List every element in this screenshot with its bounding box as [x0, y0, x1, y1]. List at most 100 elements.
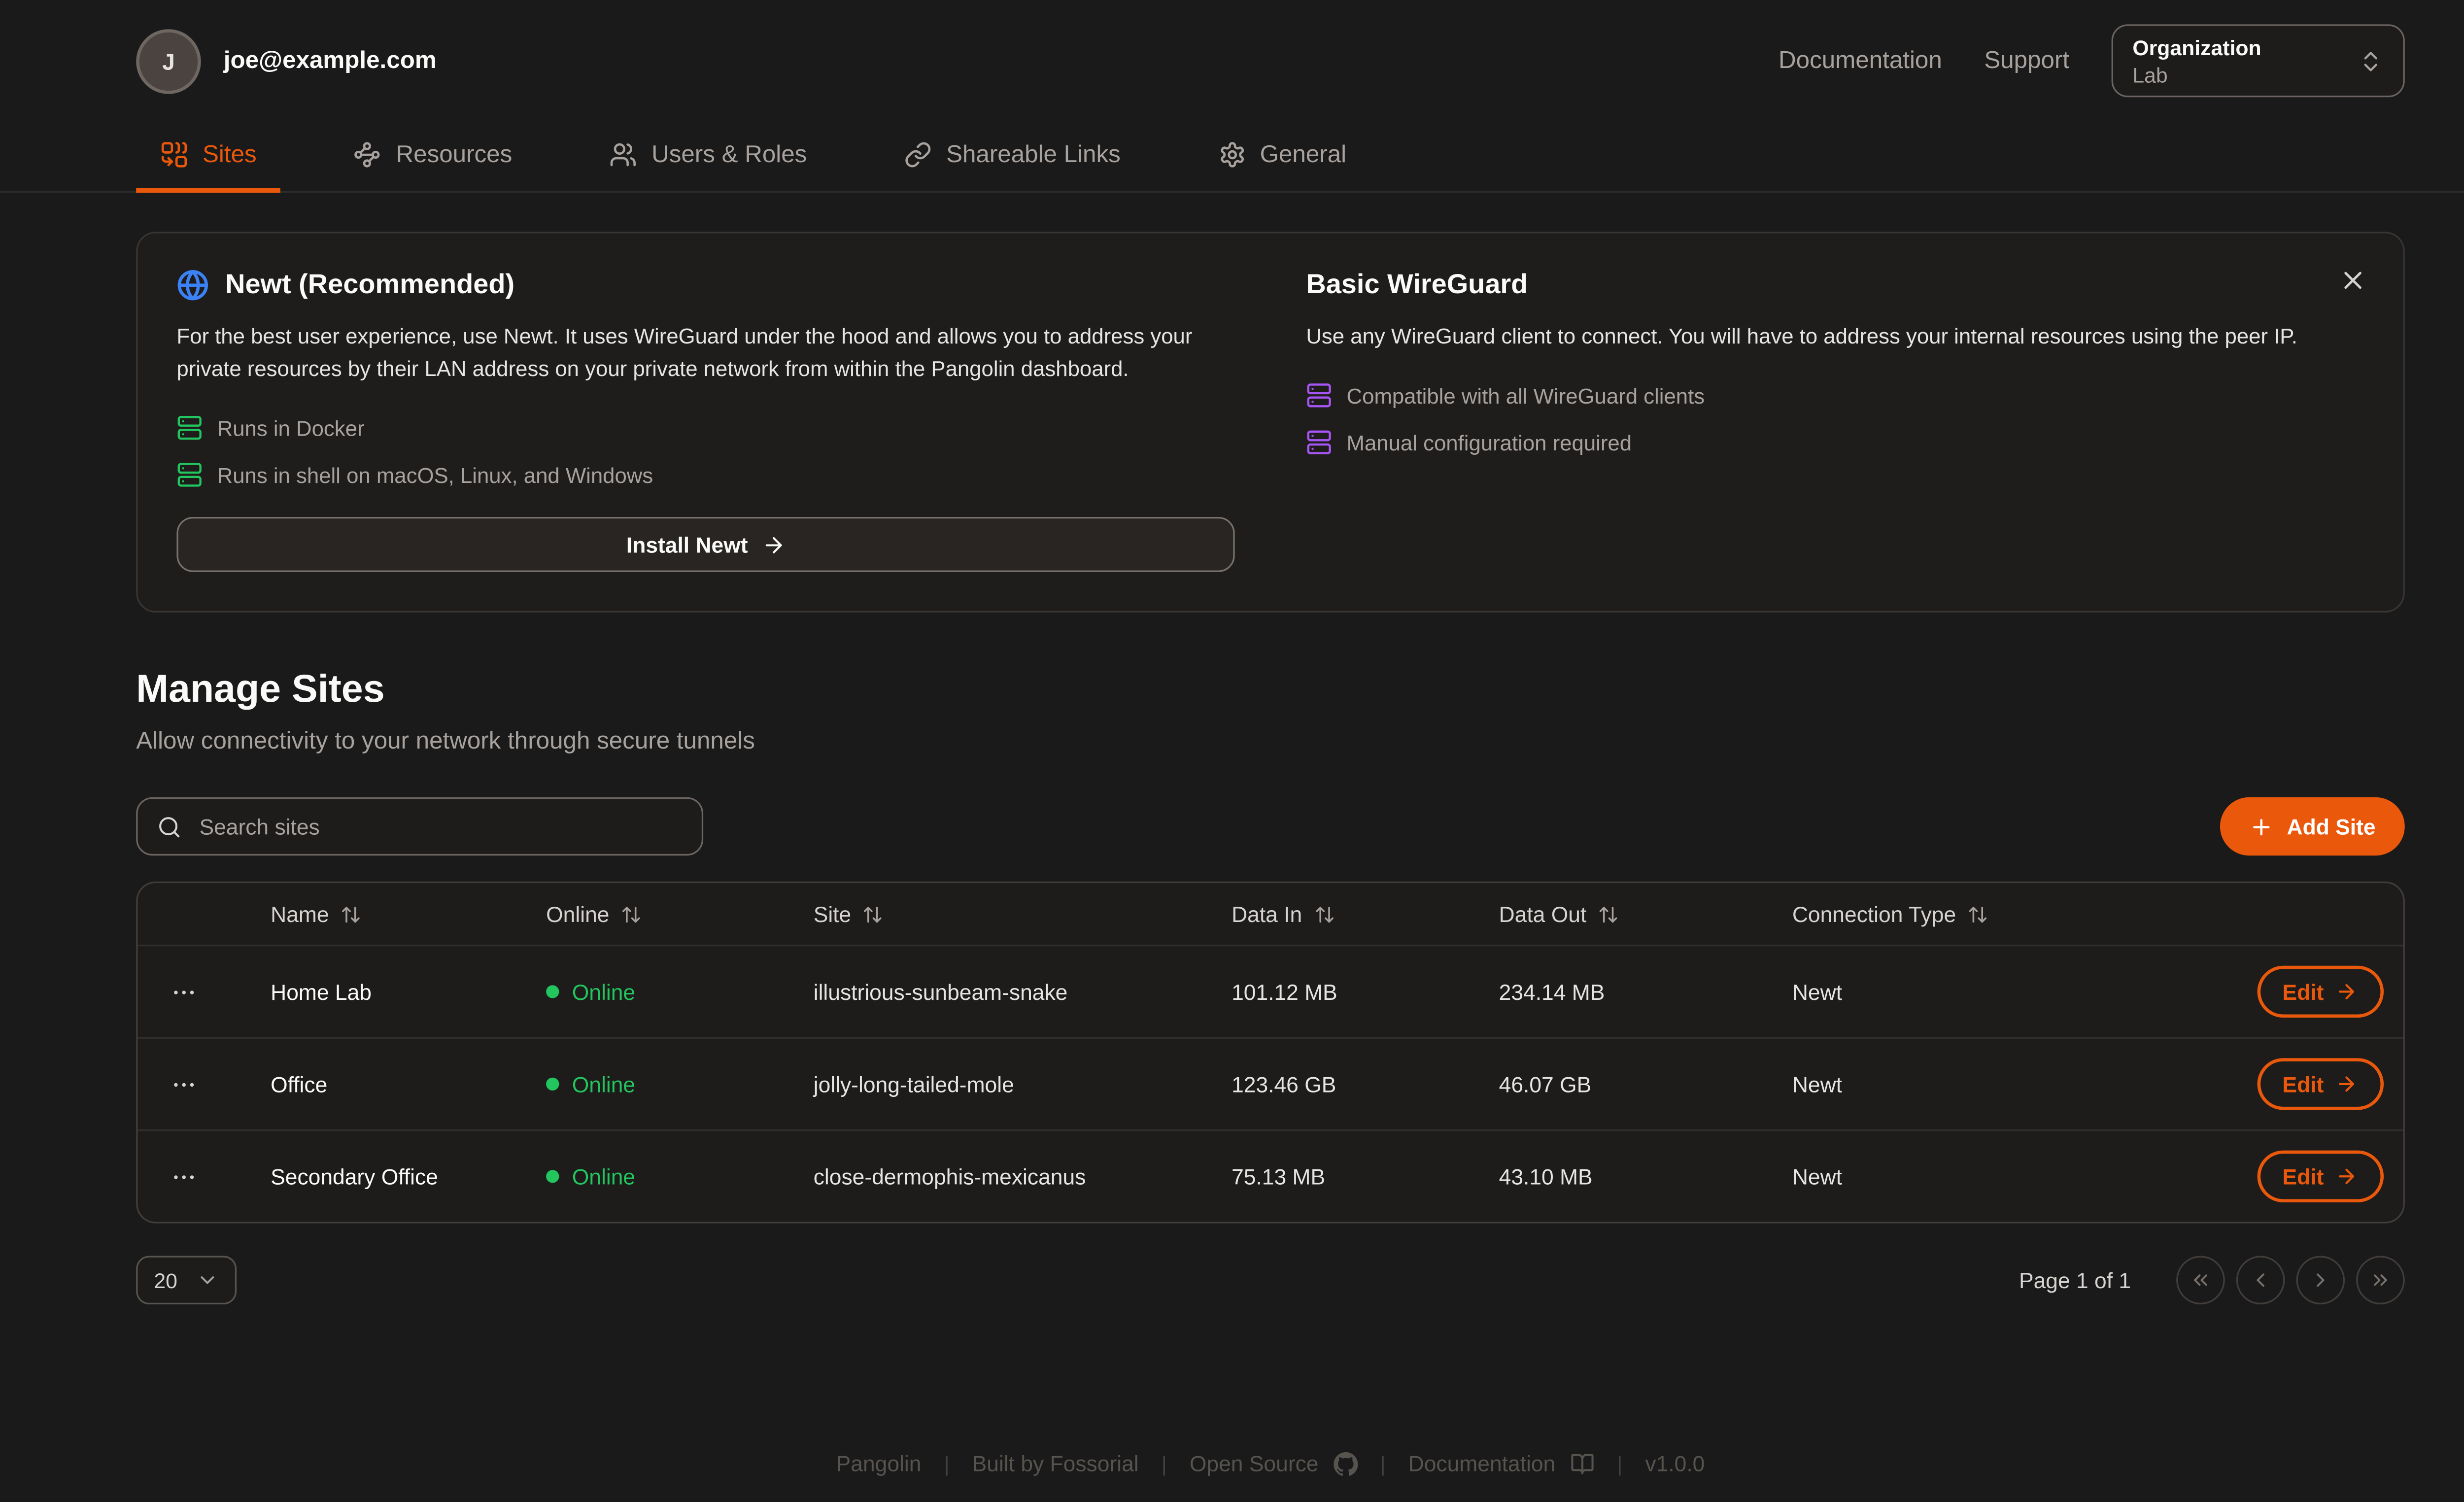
page-size-select[interactable]: 20	[136, 1256, 237, 1305]
wireguard-feature-label: Manual configuration required	[1346, 430, 1632, 455]
newt-feature: Runs in Docker	[176, 409, 1234, 447]
tab-users-roles[interactable]: Users & Roles	[585, 138, 831, 192]
newt-option: Newt (Recommended) For the best user exp…	[176, 269, 1235, 572]
sort-icon	[341, 903, 362, 924]
sort-icon	[862, 903, 884, 924]
avatar-initial: J	[162, 48, 175, 74]
page-title: Manage Sites	[136, 667, 385, 712]
column-header-site[interactable]: Site	[771, 902, 1189, 926]
waypoints-icon	[354, 141, 381, 169]
page-subtitle: Allow connectivity to your network throu…	[136, 727, 755, 755]
github-icon	[1333, 1452, 1358, 1476]
sites-combine-icon	[161, 141, 188, 169]
table-header-row: Name Online Site Data In Data Out	[137, 883, 2403, 947]
column-header-data-in[interactable]: Data In	[1190, 902, 1457, 926]
site-data-in: 101.12 MB	[1232, 979, 1337, 1004]
tab-sites-label: Sites	[203, 141, 257, 169]
user-email: joe@example.com	[223, 47, 437, 75]
site-name: Office	[271, 1072, 328, 1096]
footer-version: v1.0.0	[1645, 1452, 1705, 1476]
wireguard-description: Use any WireGuard client to connect. You…	[1306, 324, 2297, 348]
newt-title: Newt (Recommended)	[225, 269, 515, 300]
newt-feature: Runs in shell on macOS, Linux, and Windo…	[176, 455, 1234, 494]
chevrons-left-icon	[2189, 1269, 2212, 1292]
first-page-button[interactable]	[2176, 1256, 2225, 1305]
site-slug: illustrious-sunbeam-snake	[813, 979, 1068, 1004]
newt-feature-label: Runs in Docker	[217, 415, 365, 440]
tab-resources-label: Resources	[396, 141, 513, 169]
install-newt-button[interactable]: Install Newt	[176, 516, 1235, 572]
last-page-button[interactable]	[2356, 1256, 2405, 1305]
search-box[interactable]	[136, 797, 704, 856]
install-newt-label: Install Newt	[626, 532, 748, 557]
table-row: Office Online jolly-long-tailed-mole 123…	[137, 1039, 2403, 1131]
chevron-down-icon	[196, 1269, 219, 1292]
organization-picker-value: Lab	[2132, 62, 2168, 87]
table-row: Home Lab Online illustrious-sunbeam-snak…	[137, 946, 2403, 1039]
wireguard-feature-label: Compatible with all WireGuard clients	[1346, 383, 1705, 408]
tab-sites[interactable]: Sites	[136, 138, 282, 193]
edit-site-button[interactable]: Edit	[2256, 1150, 2384, 1202]
add-site-label: Add Site	[2287, 814, 2376, 839]
site-status: Online	[504, 1072, 772, 1096]
row-menu-ellipsis-icon[interactable]	[138, 978, 229, 1005]
site-slug: close-dermophis-mexicanus	[813, 1164, 1086, 1189]
link-icon	[904, 141, 932, 169]
online-dot	[546, 1077, 559, 1091]
add-site-button[interactable]: Add Site	[2220, 797, 2405, 856]
chevrons-up-down-icon	[2358, 48, 2384, 74]
tab-shareable-links[interactable]: Shareable Links	[880, 138, 1145, 192]
sort-icon	[1598, 903, 1619, 924]
search-icon	[157, 814, 181, 838]
column-header-data-out[interactable]: Data Out	[1457, 902, 1750, 926]
previous-page-button[interactable]	[2236, 1256, 2285, 1305]
globe-icon	[176, 269, 209, 302]
tab-users-roles-label: Users & Roles	[651, 141, 807, 169]
page-size-value: 20	[154, 1268, 177, 1293]
close-icon[interactable]	[2332, 259, 2374, 301]
tab-general[interactable]: General	[1194, 138, 1371, 192]
tab-resources[interactable]: Resources	[330, 138, 537, 192]
site-connection-type: Newt	[1792, 1072, 1842, 1096]
plus-icon	[2250, 814, 2274, 838]
nav-documentation-link[interactable]: Documentation	[1779, 47, 1942, 75]
edit-site-button[interactable]: Edit	[2256, 1058, 2384, 1110]
footer-documentation-link[interactable]: Documentation	[1408, 1452, 1595, 1476]
edit-site-button[interactable]: Edit	[2256, 965, 2384, 1018]
row-menu-ellipsis-icon[interactable]	[138, 1162, 229, 1190]
wireguard-option: Basic WireGuard Use any WireGuard client…	[1306, 269, 2364, 572]
arrow-right-icon	[2335, 1073, 2358, 1095]
row-menu-ellipsis-icon[interactable]	[138, 1070, 229, 1098]
online-dot	[546, 985, 559, 998]
search-input[interactable]	[196, 813, 683, 840]
footer-open-source-link[interactable]: Open Source	[1190, 1452, 1358, 1476]
sites-toolbar: Add Site	[136, 797, 2405, 856]
server-icon	[176, 415, 203, 441]
sort-icon	[1313, 903, 1335, 924]
wireguard-title: Basic WireGuard	[1306, 269, 1528, 300]
next-page-button[interactable]	[2296, 1256, 2345, 1305]
wireguard-feature: Manual configuration required	[1306, 423, 2364, 462]
server-icon	[176, 462, 203, 488]
column-header-connection-type[interactable]: Connection Type	[1750, 902, 2149, 926]
column-header-name[interactable]: Name	[229, 902, 504, 926]
site-data-in: 123.46 GB	[1232, 1072, 1336, 1096]
avatar[interactable]: J	[136, 28, 201, 94]
newt-feature-label: Runs in shell on macOS, Linux, and Windo…	[217, 462, 653, 487]
organization-picker[interactable]: Organization Lab	[2111, 24, 2405, 98]
arrow-right-icon	[2335, 1165, 2358, 1188]
site-data-out: 234.14 MB	[1499, 979, 1605, 1004]
site-data-in: 75.13 MB	[1232, 1164, 1326, 1189]
newt-description: For the best user experience, use Newt. …	[176, 324, 1193, 381]
column-header-online[interactable]: Online	[504, 902, 772, 926]
site-connection-type: Newt	[1792, 979, 1842, 1004]
nav-support-link[interactable]: Support	[1984, 47, 2070, 75]
page-info: Page 1 of 1	[2019, 1268, 2131, 1293]
tab-general-label: General	[1260, 141, 1347, 169]
server-icon	[1306, 429, 1332, 455]
table-row: Secondary Office Online close-dermophis-…	[138, 1131, 2403, 1222]
site-status: Online	[504, 1164, 772, 1189]
gear-icon	[1218, 141, 1245, 169]
tabs-bar: Sites Resources Users & Roles	[0, 138, 2464, 193]
site-status: Online	[504, 980, 772, 1004]
